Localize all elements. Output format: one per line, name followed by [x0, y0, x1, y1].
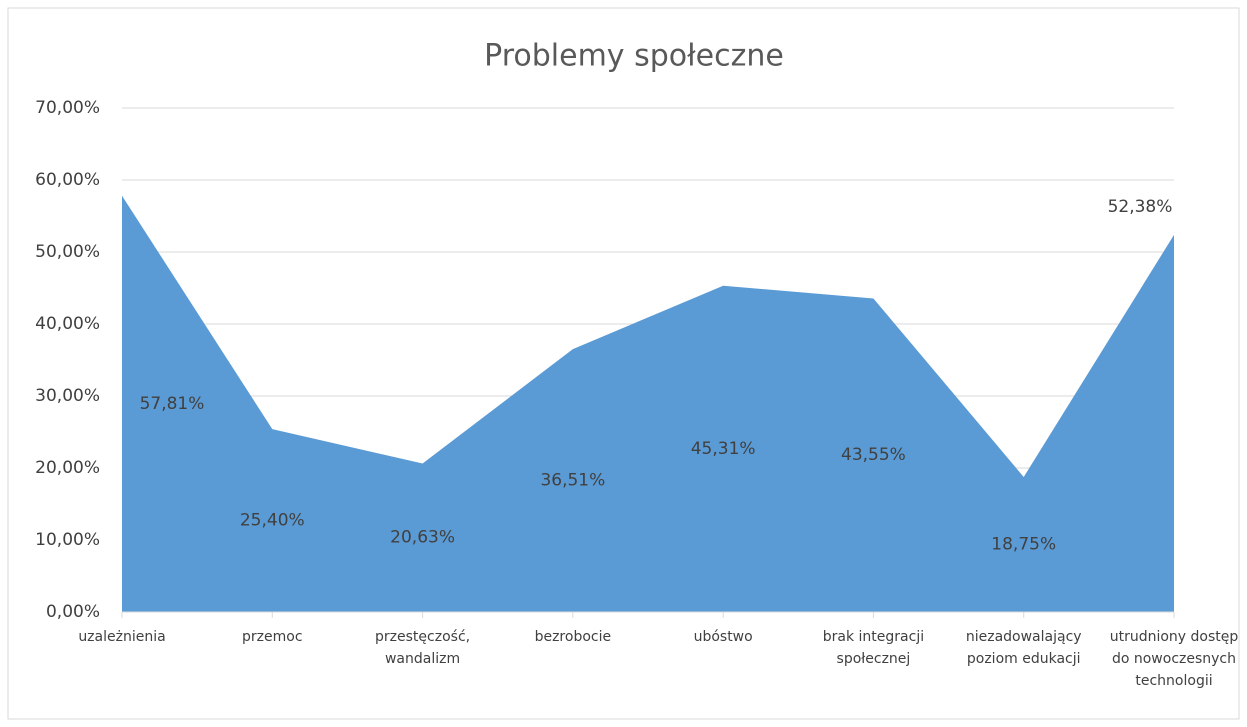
x-tick-label: ubóstwo [693, 629, 753, 645]
x-tick-label: przemoc [242, 629, 303, 645]
x-tick-label: brak integracji społecznej [822, 629, 925, 667]
x-tick-label: uzależnienia [78, 629, 166, 645]
data-label: 20,63% [390, 528, 455, 548]
y-tick-label: 10,00% [35, 530, 100, 550]
y-tick-label: 30,00% [35, 386, 100, 406]
data-label: 57,81% [140, 394, 205, 414]
data-label: 18,75% [991, 535, 1056, 555]
data-label: 36,51% [540, 471, 605, 491]
data-label: 25,40% [240, 511, 305, 531]
x-tick-label: utrudniony dostęp do nowoczesnych techno… [1109, 629, 1239, 689]
y-tick-label: 70,00% [35, 98, 100, 118]
chart-title: Problemy społeczne [484, 39, 784, 74]
y-tick-label: 0,00% [46, 602, 100, 622]
y-tick-label: 20,00% [35, 458, 100, 478]
y-tick-label: 50,00% [35, 242, 100, 262]
area [122, 195, 1174, 612]
data-label: 43,55% [841, 445, 906, 465]
data-label: 45,31% [691, 439, 756, 459]
x-tick-label: bezrobocie [534, 629, 612, 645]
data-label: 52,38% [1108, 197, 1173, 217]
x-tick-label: przestęczość, wandalizm [375, 629, 471, 667]
y-tick-label: 40,00% [35, 314, 100, 334]
y-tick-label: 60,00% [35, 170, 100, 190]
x-tick-label: niezadowalający poziom edukacji [965, 629, 1082, 667]
